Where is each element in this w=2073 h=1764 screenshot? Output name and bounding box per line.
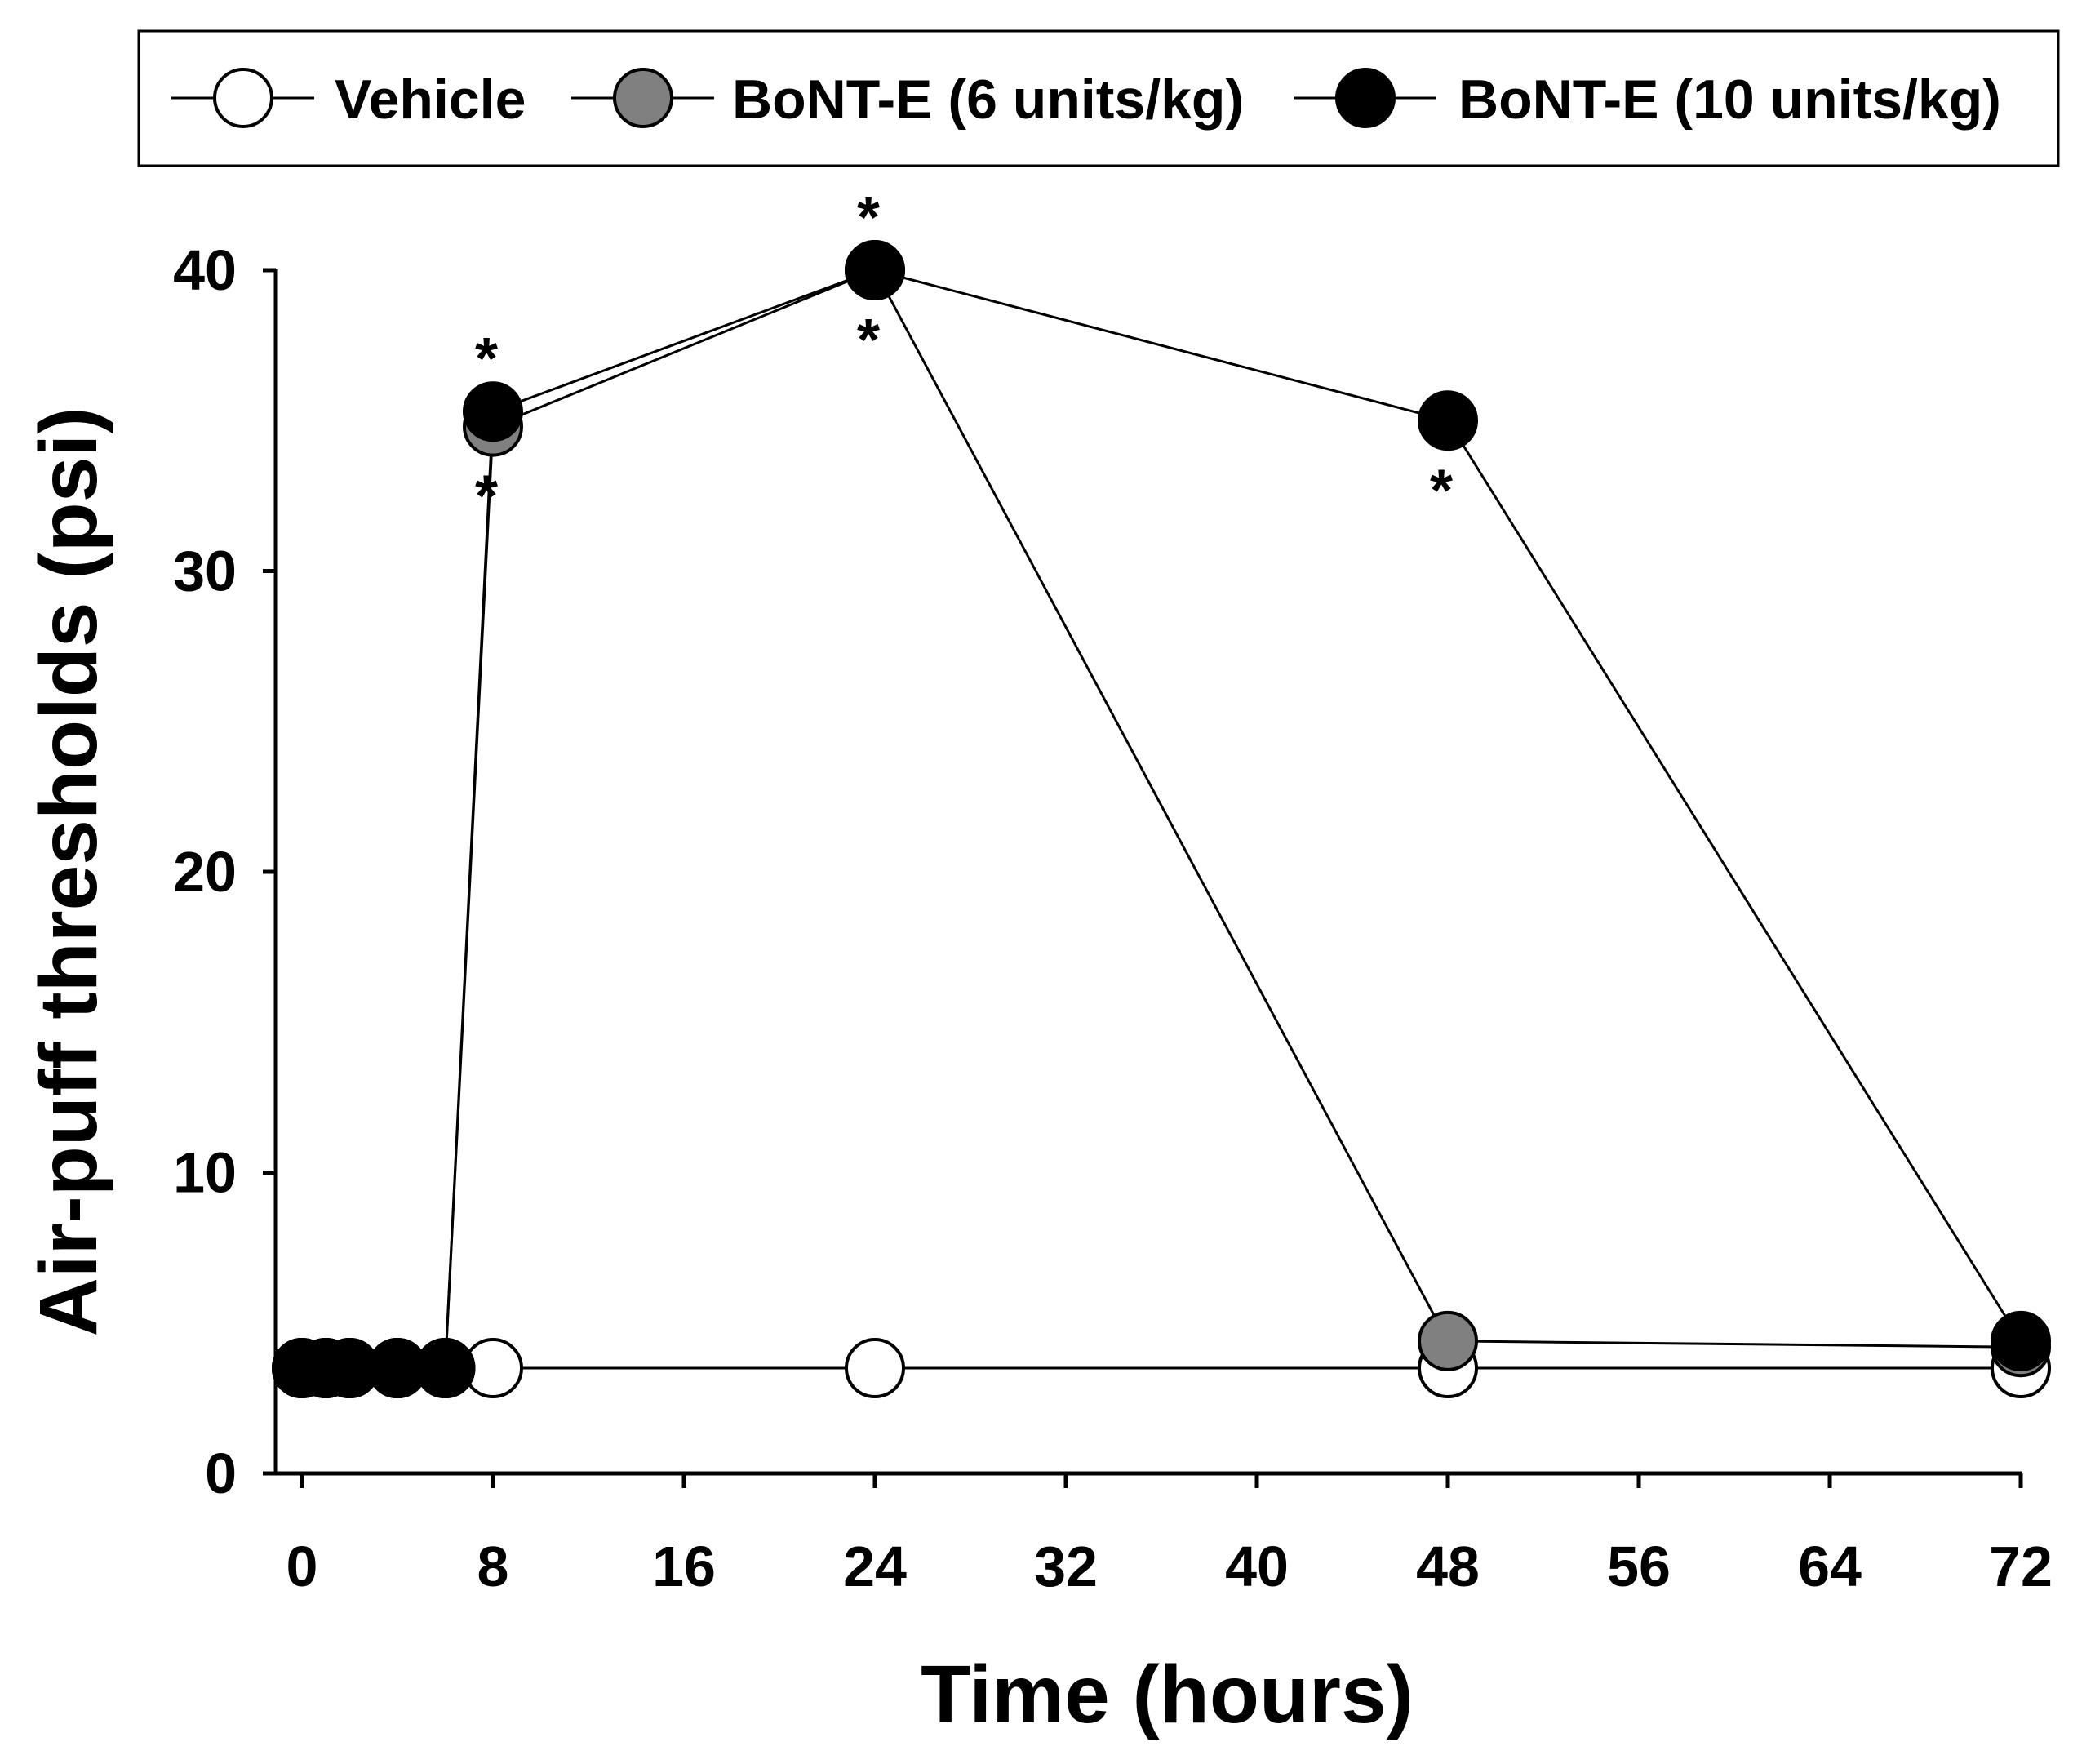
x-tick-label: 32: [1034, 1535, 1098, 1598]
legend-marker: [613, 68, 673, 128]
data-point-series-2: [1991, 1310, 2051, 1371]
significance-marker: *: [857, 185, 880, 251]
y-tick-label: 40: [173, 238, 237, 302]
significance-marker: *: [475, 327, 498, 392]
y-tick-label: 10: [173, 1141, 237, 1205]
significance-marker: *: [1430, 458, 1453, 523]
x-tick-label: 16: [652, 1535, 716, 1598]
x-tick-label: 72: [1989, 1535, 2053, 1598]
x-tick-label: 40: [1225, 1535, 1289, 1598]
legend: Vehicle BoNT-E (6 units/kg) BoNT-E (10 uni…: [137, 29, 2060, 167]
series-markers: [272, 240, 2051, 1399]
y-tick-label: 20: [173, 840, 237, 904]
x-tick-label: 48: [1416, 1535, 1480, 1598]
data-point-series-2: [415, 1338, 476, 1399]
x-tick-label: 24: [843, 1535, 907, 1598]
data-point-series-2: [845, 240, 905, 300]
legend-label: BoNT-E (6 units/kg): [732, 69, 1244, 131]
data-point-series-0: [845, 1338, 905, 1399]
x-tick-label: 64: [1798, 1535, 1862, 1598]
legend-label: Vehicle: [335, 69, 526, 131]
y-tick-label: 0: [205, 1442, 237, 1505]
x-axis-title: Time (hours): [921, 1649, 1414, 1740]
annotations: * * * * *: [475, 185, 1453, 530]
x-tick-label: 8: [477, 1535, 509, 1598]
series-lines: [302, 269, 2022, 1370]
legend-label: BoNT-E (10 units/kg): [1458, 69, 2001, 131]
plot-area: * * * * *: [272, 185, 2051, 1399]
data-point-series-1: [1418, 1310, 1478, 1371]
y-axis-title: Air-puff thresholds (psi): [23, 407, 114, 1337]
data-point-series-2: [1418, 390, 1478, 451]
axes: 0 10 20 30 40 0 8 16 24 32 40 48 56 64 72: [173, 238, 2053, 1598]
legend-box: [137, 29, 2060, 167]
significance-marker: *: [857, 308, 880, 373]
data-point-series-2: [463, 381, 523, 442]
series-line-2: [302, 269, 2022, 1370]
legend-marker: [1335, 68, 1396, 128]
y-tick-label: 30: [173, 540, 237, 603]
legend-marker: [213, 68, 273, 128]
series-line-1: [302, 269, 2022, 1370]
significance-marker: *: [475, 464, 498, 530]
x-tick-label: 56: [1607, 1535, 1671, 1598]
x-tick-label: 0: [286, 1535, 318, 1598]
